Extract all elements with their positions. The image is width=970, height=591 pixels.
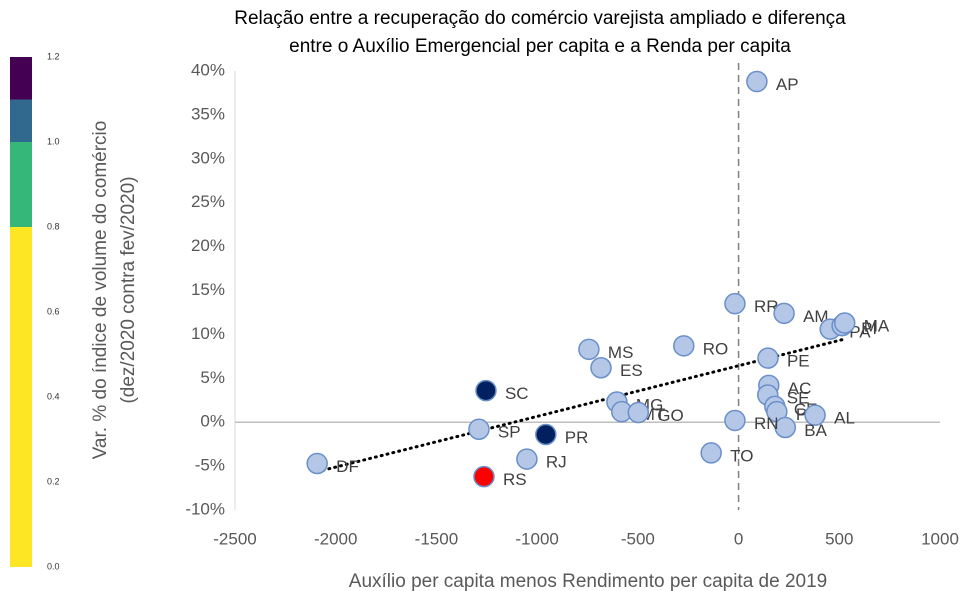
x-axis-title: Auxílio per capita menos Rendimento per … (349, 571, 827, 591)
colorbar-segment (10, 227, 32, 567)
point-label: RS (503, 470, 527, 489)
data-point (516, 448, 538, 470)
point-label: SC (505, 384, 529, 403)
colorbar-tick-label: 0.6 (47, 306, 60, 316)
colorbar-tick-label: 0.4 (47, 391, 60, 401)
x-tick-label: -1000 (515, 529, 558, 548)
y-axis-title: Var. % do índice de volume do comércio (90, 121, 111, 460)
data-point (773, 302, 795, 325)
point-label: AP (776, 75, 799, 94)
chart-title: Relação entre a recuperação do comércio … (234, 8, 846, 29)
x-tick-label: -500 (621, 529, 655, 548)
point-label: AC (788, 379, 812, 398)
point-label: PR (565, 428, 589, 447)
data-point (578, 338, 600, 361)
y-tick-label: 40% (191, 60, 225, 79)
colorbar-tick-label: 0.8 (47, 221, 60, 231)
colorbar-segment (10, 99, 32, 142)
y-axis-title: (dez/2020 contra fev/2020) (118, 176, 139, 403)
point-label: MA (864, 316, 890, 335)
y-tick-label: 5% (200, 368, 225, 387)
x-tick-label: 1000 (921, 529, 959, 548)
point-label: AL (834, 409, 855, 428)
data-point (590, 357, 612, 379)
point-label: TO (730, 446, 753, 465)
point-label: GO (657, 406, 683, 425)
point-label: RJ (546, 453, 567, 472)
chart-title: entre o Auxílio Emergencial per capita e… (289, 36, 791, 57)
data-point (746, 70, 768, 93)
point-label: DF (336, 457, 359, 476)
data-point (757, 347, 779, 369)
point-label: PA (849, 323, 871, 342)
data-point (473, 465, 495, 488)
data-point (627, 401, 650, 424)
colorbar-tick-label: 1.2 (47, 51, 60, 61)
x-tick-label: 0 (734, 529, 743, 548)
y-tick-label: 25% (191, 192, 225, 211)
data-point (724, 409, 746, 432)
y-tick-label: -10% (185, 499, 225, 518)
data-point (475, 379, 497, 402)
point-label: BA (804, 421, 827, 440)
point-label: ES (620, 361, 643, 380)
data-point (535, 423, 557, 446)
x-tick-label: -1500 (415, 529, 458, 548)
trendline (315, 337, 847, 474)
point-label: PE (787, 352, 810, 371)
data-point (804, 404, 826, 426)
point-label: RR (754, 297, 779, 316)
colorbar-segment (10, 142, 32, 227)
data-point (673, 335, 695, 357)
y-tick-label: 15% (191, 280, 225, 299)
colorbar-segment (10, 57, 32, 100)
colorbar-tick-label: 0.0 (47, 561, 60, 571)
y-tick-label: 30% (191, 148, 225, 167)
point-label: SP (498, 423, 521, 442)
colorbar-tick-label: 1.0 (47, 136, 60, 146)
point-label: PI (861, 319, 877, 338)
x-tick-label: 500 (825, 529, 853, 548)
y-tick-label: -5% (195, 456, 225, 475)
point-label: MS (608, 343, 634, 362)
data-point (468, 418, 490, 440)
x-tick-label: -2000 (314, 529, 357, 548)
point-label: RN (754, 414, 779, 433)
y-tick-label: 35% (191, 104, 225, 123)
data-point (724, 292, 746, 315)
point-label: AM (803, 307, 829, 326)
data-point (700, 442, 722, 464)
point-label: RO (703, 339, 729, 358)
data-point (833, 312, 856, 334)
x-tick-label: -2500 (213, 529, 256, 548)
y-tick-label: 10% (191, 324, 225, 343)
point-label: SE (787, 388, 810, 407)
y-tick-label: 20% (191, 236, 225, 255)
data-point (774, 416, 797, 439)
y-tick-label: 0% (200, 412, 225, 431)
data-point (306, 452, 328, 475)
colorbar-tick-label: 0.2 (47, 476, 60, 486)
